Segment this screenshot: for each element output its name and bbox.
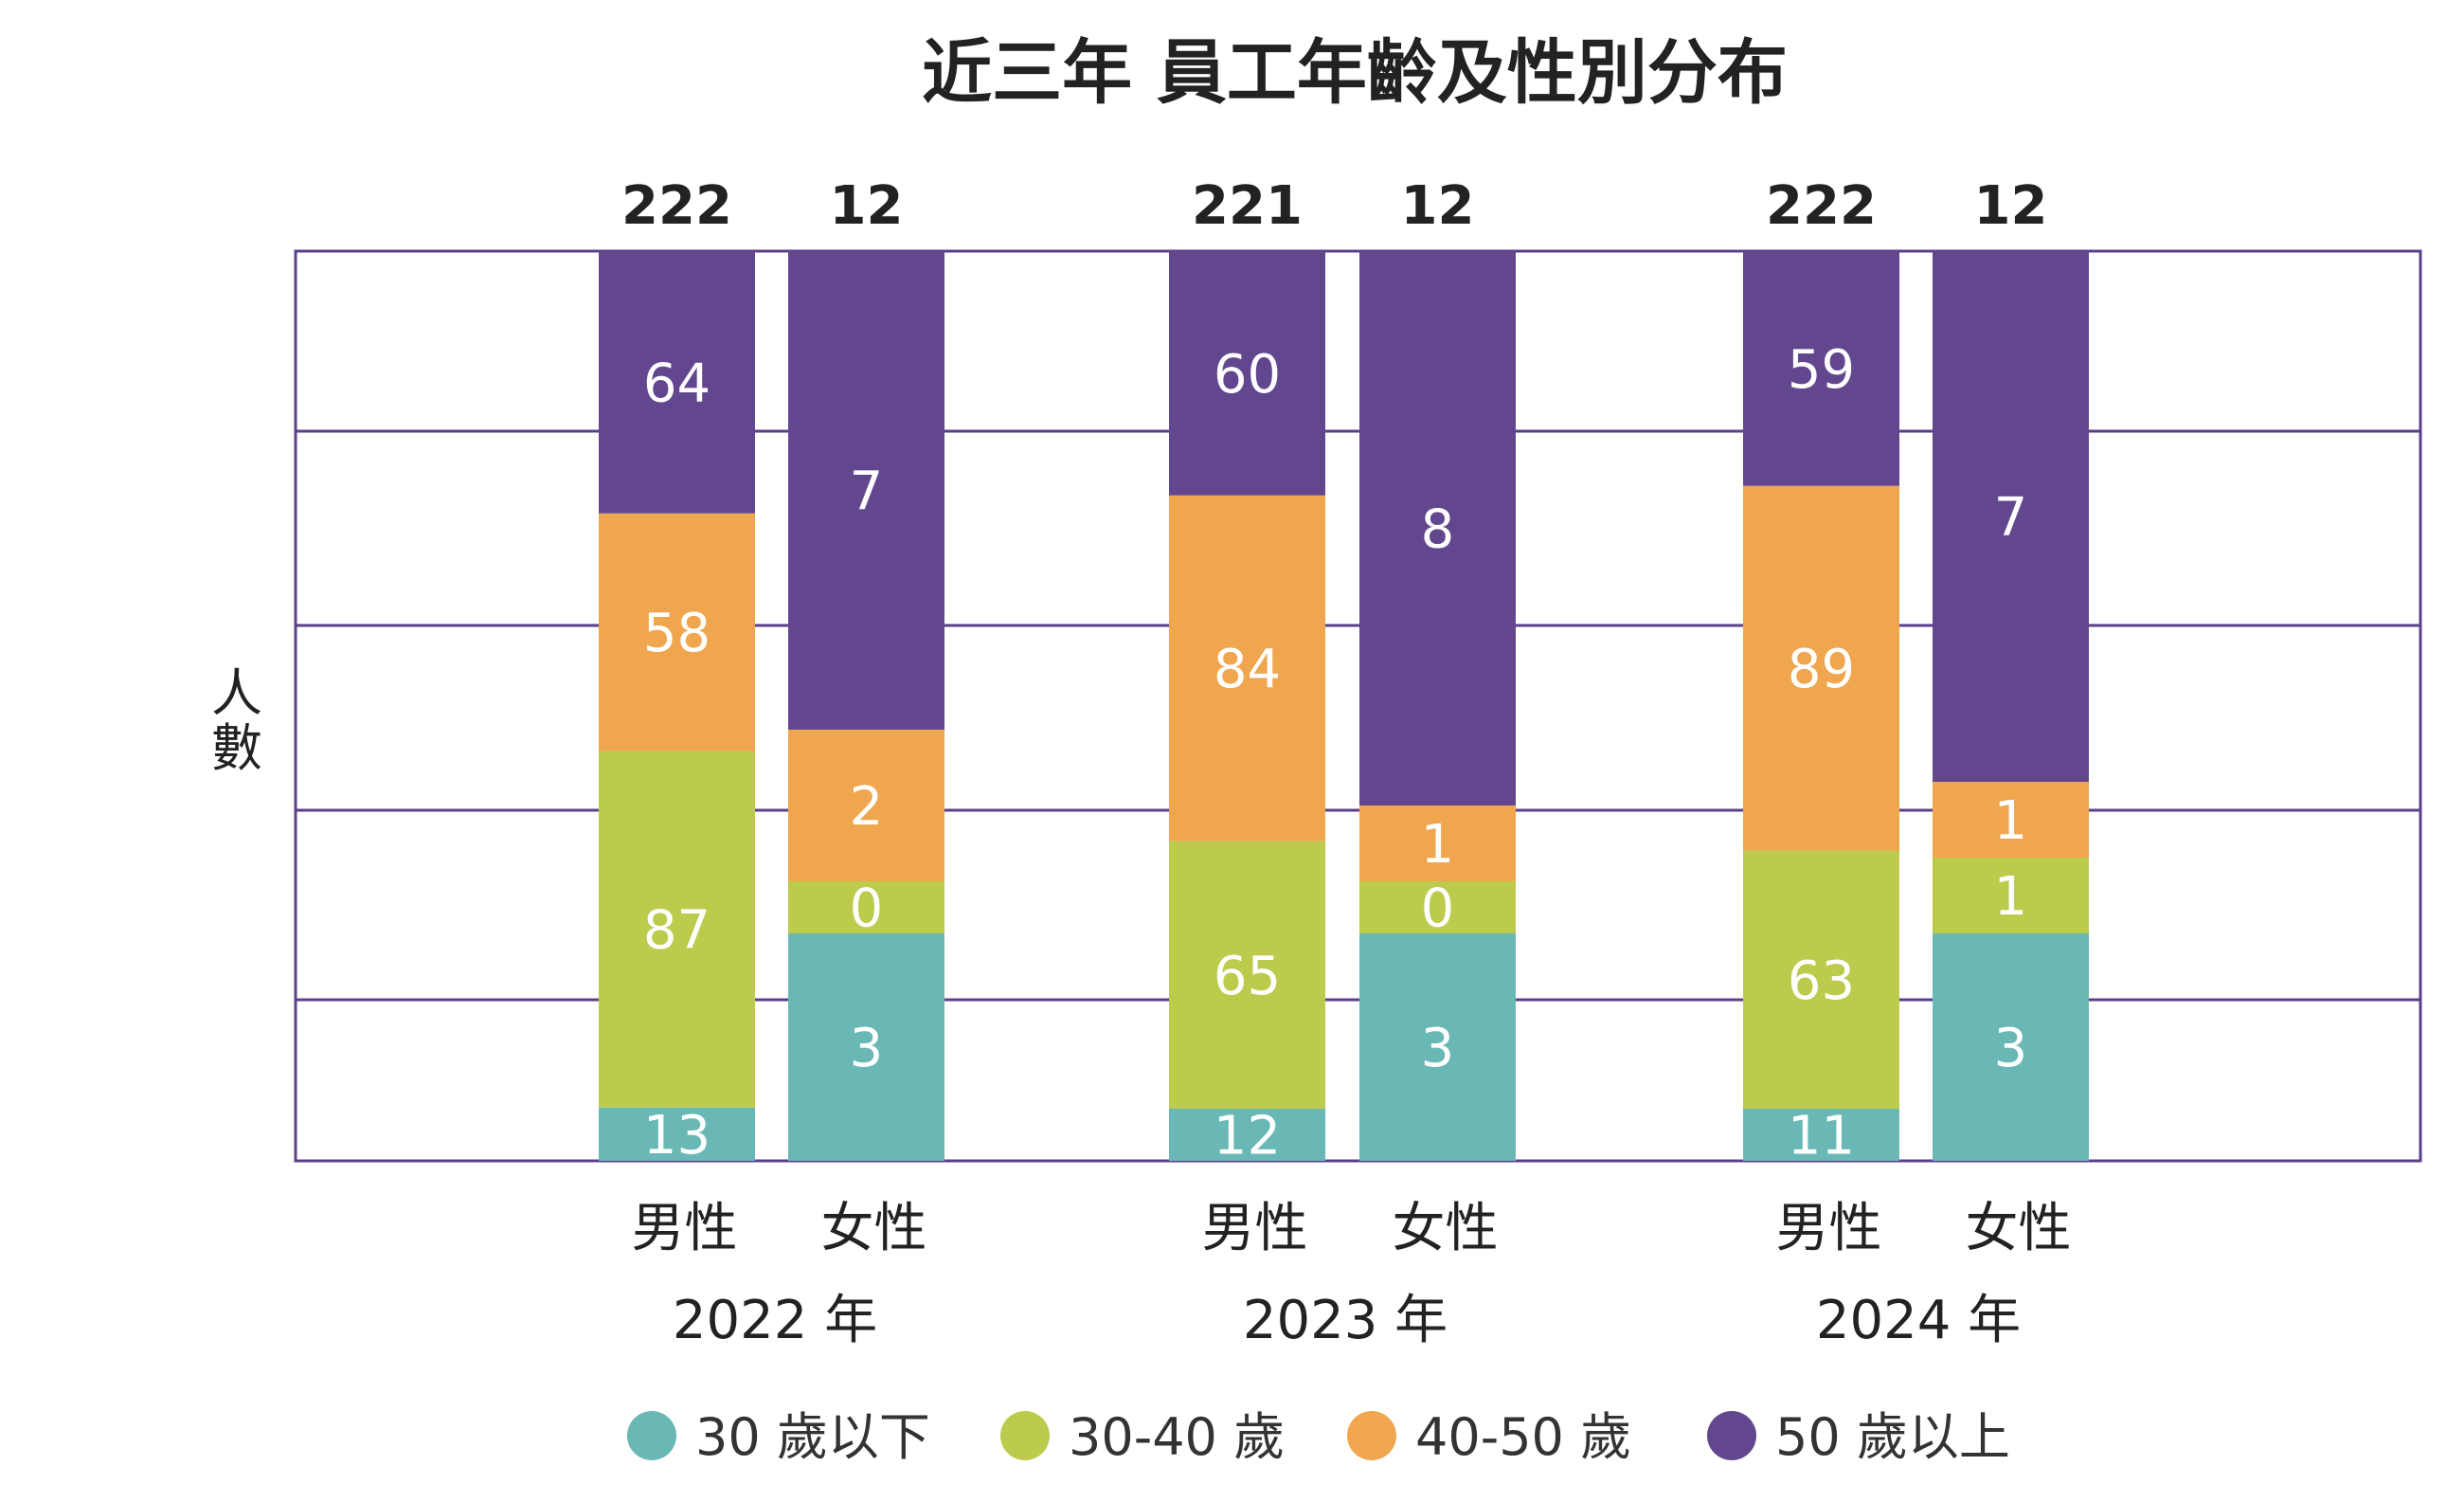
bar-total-label: 222 <box>1766 175 1877 237</box>
bar-marks: 1387586422230271212658460221301812116389… <box>599 175 2089 1167</box>
data-label: 12 <box>1214 1106 1281 1167</box>
data-label: 3 <box>850 1018 884 1079</box>
bar-segment <box>1169 251 1325 496</box>
data-label: 1 <box>1994 790 2028 852</box>
bar-segment <box>1359 881 1516 933</box>
y-axis-label: 人 <box>211 663 262 723</box>
bar-segment <box>1933 782 2089 858</box>
legend-swatch <box>1000 1411 1050 1460</box>
x-tick-label: 男性 <box>632 1198 738 1259</box>
bar-segment <box>788 881 944 933</box>
y-axis-label: 數 <box>211 718 262 778</box>
bar-segment <box>1359 251 1516 805</box>
data-label: 2 <box>850 776 884 838</box>
bar-segment <box>1933 933 2089 1161</box>
data-label: 84 <box>1214 639 1281 700</box>
data-label: 0 <box>850 878 884 940</box>
bar-total-label: 12 <box>830 175 904 237</box>
bar-segment <box>788 251 944 730</box>
data-label: 64 <box>643 353 710 414</box>
data-label: 1 <box>1994 866 2028 928</box>
group-label: 2022 年 <box>673 1290 877 1351</box>
chart-title: 近三年 員工年齡及性別分布 <box>922 32 1788 114</box>
bar-segment <box>599 251 755 514</box>
bar-segment <box>1743 251 1899 486</box>
bar-segment <box>1359 805 1516 881</box>
x-tick-label: 女性 <box>821 1198 927 1259</box>
data-label: 59 <box>1788 339 1855 401</box>
bar-segment <box>1169 841 1325 1109</box>
legend-label: 30 歲以下 <box>695 1407 930 1467</box>
data-label: 11 <box>1788 1106 1855 1167</box>
legend-label: 30-40 歲 <box>1069 1407 1285 1467</box>
bar-segment <box>599 1107 755 1161</box>
bar-segment <box>788 933 944 1161</box>
data-label: 7 <box>850 461 884 523</box>
bar-segment <box>788 730 944 881</box>
bar-total-label: 222 <box>621 175 732 237</box>
bar-segment <box>1743 850 1899 1109</box>
data-label: 3 <box>1421 1018 1455 1079</box>
x-tick-label: 女性 <box>1393 1198 1499 1259</box>
bar-segment <box>1359 933 1516 1161</box>
bar-total-label: 12 <box>1974 175 2048 237</box>
data-label: 1 <box>1421 814 1455 876</box>
bar-total-label: 12 <box>1401 175 1475 237</box>
bar-segment <box>599 513 755 751</box>
legend-swatch <box>1347 1411 1396 1460</box>
group-label: 2024 年 <box>1816 1290 2021 1351</box>
data-label: 3 <box>1994 1018 2028 1079</box>
x-tick-label: 女性 <box>1966 1198 2072 1259</box>
data-label: 0 <box>1421 878 1455 940</box>
x-tick-label: 男性 <box>1202 1198 1308 1259</box>
bar-segment <box>1169 1109 1325 1161</box>
legend-swatch <box>1707 1411 1756 1460</box>
legend-label: 50 歲以上 <box>1775 1407 2010 1467</box>
bar-segment <box>1743 485 1899 851</box>
data-label: 7 <box>1994 487 2028 549</box>
bar-segment <box>1933 251 2089 782</box>
data-label: 89 <box>1788 639 1855 700</box>
data-label: 8 <box>1421 499 1455 561</box>
legend-label: 40-50 歲 <box>1415 1407 1631 1467</box>
category-labels: 男性 女性 2022 年 男性 女性 2023 年 男性 女性 2024 年 <box>632 1198 2072 1351</box>
legend-swatch <box>627 1411 676 1460</box>
group-label: 2023 年 <box>1243 1290 1448 1351</box>
bar-segment <box>1933 858 2089 933</box>
data-label: 87 <box>643 900 710 962</box>
bar-segment <box>1743 1109 1899 1161</box>
plot-frame <box>294 249 2422 1163</box>
data-label: 63 <box>1788 950 1855 1012</box>
bar-segment <box>1169 495 1325 841</box>
bar-segment <box>599 751 755 1108</box>
data-label: 60 <box>1214 344 1281 406</box>
x-tick-label: 男性 <box>1776 1198 1882 1259</box>
data-label: 13 <box>643 1105 710 1167</box>
bar-total-label: 221 <box>1192 175 1303 237</box>
legend: 30 歲以下 30-40 歲 40-50 歲 50 歲以上 <box>627 1407 2010 1467</box>
data-label: 58 <box>643 603 710 664</box>
data-label: 65 <box>1214 946 1281 1007</box>
